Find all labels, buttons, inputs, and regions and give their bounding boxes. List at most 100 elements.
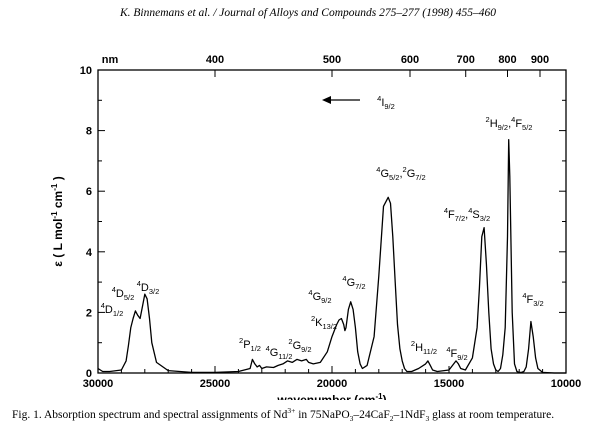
- assignment-d52-letter: D: [116, 288, 124, 300]
- y-axis-label-sup1: -1: [50, 211, 59, 219]
- assignment-g52-j: 5/2: [389, 173, 399, 182]
- assignment-f32-j: 3/2: [533, 299, 543, 308]
- assignment-g92: 4G9/2: [308, 288, 331, 305]
- assignment-f92-letter: F: [451, 348, 458, 360]
- caption-suffix: glass at room temperature.: [429, 408, 555, 421]
- assignment-g92b: 2G9/2: [288, 337, 311, 354]
- assignment-d32: 4D3/2: [137, 279, 160, 296]
- assignment-h92-mult: 2: [486, 115, 490, 124]
- assignment-d32-j: 3/2: [149, 287, 159, 296]
- assignment-g72-mult: 4: [342, 274, 346, 283]
- assignment-h92: 2H9/2,4F5/2: [486, 115, 533, 132]
- assignment-g52-mult: 4: [376, 165, 380, 174]
- assignment-g92b-j: 9/2: [301, 345, 311, 354]
- assignment-g52-comma: ,: [399, 168, 402, 180]
- assignment-p12-j: 1/2: [251, 344, 261, 353]
- assignment-p12-mult: 2: [239, 336, 243, 345]
- figure-caption: Fig. 1. Absorption spectrum and spectral…: [12, 404, 612, 426]
- assignment-h112-letter: H: [415, 342, 423, 354]
- assignment-f72-letter2: S: [472, 209, 479, 221]
- x-tick-label: 15000: [434, 378, 465, 390]
- assignment-f92-j: 9/2: [457, 353, 467, 362]
- assignment-d12-letter: D: [105, 304, 113, 316]
- assignment-g92b-letter: G: [293, 340, 302, 352]
- x-tick-label: 10000: [551, 378, 582, 390]
- assignment-g52-j2: 7/2: [415, 173, 425, 182]
- assignment-h92-mult2: 4: [511, 115, 515, 124]
- assignment-g92-j: 9/2: [321, 296, 331, 305]
- journal-header: K. Binnemans et al. / Journal of Alloys …: [119, 7, 497, 19]
- caption-middle-3: –1NdF: [393, 408, 426, 421]
- x-axis-label: wavenumber (cm-1): [276, 392, 386, 400]
- assignment-d12-j: 1/2: [113, 309, 123, 318]
- assignment-g52-letter: G: [380, 168, 389, 180]
- assignment-f92: 4F9/2: [446, 345, 467, 362]
- assignment-f92-mult: 4: [446, 345, 450, 354]
- arrow-label-i92-letter: I: [381, 97, 384, 109]
- top-axis-unit-label: nm: [102, 54, 119, 66]
- assignment-g72-j: 7/2: [355, 282, 365, 291]
- x-tick-label: 20000: [317, 378, 348, 390]
- assignment-d12: 4D1/2: [101, 301, 124, 318]
- caption-sub-1: 3: [349, 414, 354, 424]
- y-axis-label-sup2: -1: [50, 183, 59, 191]
- top-tick-label: 500: [323, 54, 341, 66]
- assignment-f72-mult2: 4: [468, 206, 472, 215]
- assignment-k132-j: 13/2: [322, 322, 337, 331]
- assignment-h112: 2H11/2: [411, 339, 437, 356]
- top-tick-label: 900: [531, 54, 549, 66]
- assignment-f72: 4F7/2,4S3/2: [444, 206, 490, 223]
- assignment-p12: 2P1/2: [239, 336, 261, 353]
- y-axis-label: ε ( L mol-1 cm-1 ): [50, 176, 65, 266]
- assignment-g92-mult: 4: [308, 288, 312, 297]
- assignment-g92-letter: G: [313, 291, 322, 303]
- top-tick-label: 600: [401, 54, 419, 66]
- assignment-g92b-mult: 2: [288, 337, 292, 346]
- top-tick-label: 400: [206, 54, 224, 66]
- y-tick-label: 10: [80, 65, 92, 77]
- assignment-d52-mult: 4: [112, 285, 116, 294]
- assignment-f72-j2: 3/2: [480, 214, 490, 223]
- y-axis-label-end: ): [51, 176, 65, 183]
- caption-middle-2: –24CaF: [353, 408, 390, 421]
- assignment-f72-mult: 4: [444, 206, 448, 215]
- arrow-label-i92: 4I9/2: [377, 94, 395, 111]
- assignment-g52-letter2: G: [407, 168, 416, 180]
- assignment-f32: 4F3/2: [522, 291, 543, 308]
- assignment-p12-letter: P: [243, 339, 250, 351]
- assignment-g112-letter: G: [270, 347, 279, 359]
- y-tick-label: 4: [86, 247, 93, 259]
- caption-ion-charge: 3+: [287, 406, 296, 415]
- assignment-g112-mult: 4: [266, 344, 270, 353]
- assignment-k132: 2K13/2: [311, 314, 337, 331]
- assignment-d52: 4D5/2: [112, 285, 135, 302]
- y-tick-label: 6: [86, 186, 92, 198]
- assignment-g52-mult2: 2: [403, 165, 407, 174]
- assignment-d12-mult: 4: [101, 301, 105, 310]
- assignment-h112-j: 11/2: [423, 347, 437, 356]
- assignment-f72-letter: F: [448, 209, 455, 221]
- assignment-h92-comma: ,: [508, 118, 511, 130]
- arrow-label-i92-j: 9/2: [384, 102, 394, 111]
- assignment-f72-comma: ,: [465, 209, 468, 221]
- caption-sub-3: 3: [425, 414, 430, 424]
- y-axis-label-mid: cm: [51, 191, 65, 212]
- assignment-f32-mult: 4: [522, 291, 526, 300]
- y-tick-label: 0: [86, 368, 92, 380]
- assignment-g72: 4G7/2: [342, 274, 365, 291]
- assignment-d52-j: 5/2: [124, 293, 134, 302]
- y-tick-label: 2: [86, 307, 92, 319]
- assignment-d32-letter: D: [141, 282, 149, 294]
- assignment-g112-j: 11/2: [278, 352, 292, 361]
- spectrum-line-0: [97, 139, 566, 374]
- assignment-h112-mult: 2: [411, 339, 415, 348]
- assignment-h92-j2: 5/2: [522, 123, 532, 132]
- assignment-k132-mult: 2: [311, 314, 315, 323]
- caption-sub-2: 2: [389, 414, 394, 424]
- assignment-h92-letter2: F: [515, 118, 522, 130]
- y-tick-label: 8: [86, 126, 92, 138]
- x-axis-label-sup: -1: [375, 392, 383, 400]
